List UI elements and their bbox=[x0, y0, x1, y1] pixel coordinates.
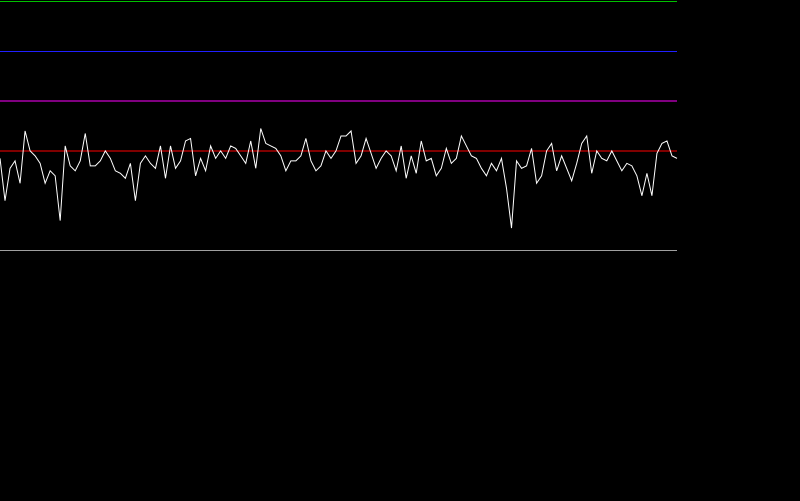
series-layer bbox=[0, 128, 678, 229]
series-line-0 bbox=[0, 128, 678, 229]
reference-lines bbox=[0, 1, 677, 251]
